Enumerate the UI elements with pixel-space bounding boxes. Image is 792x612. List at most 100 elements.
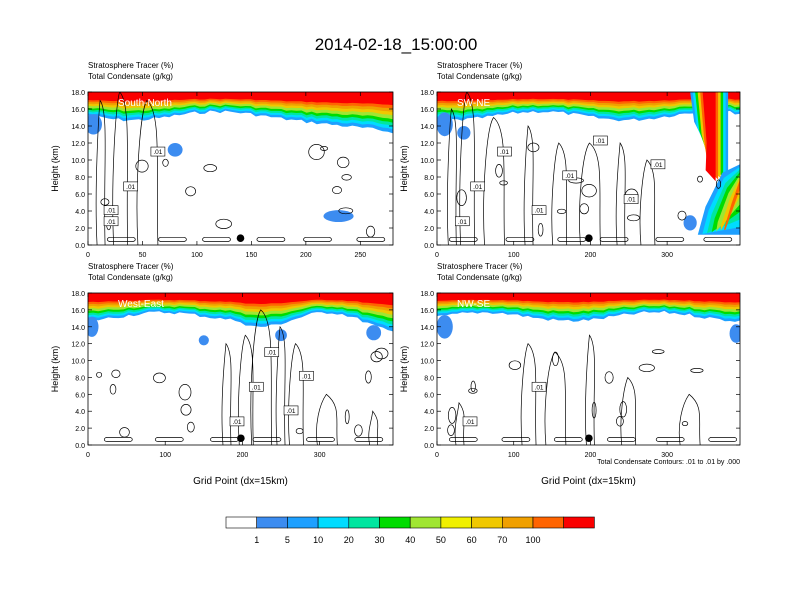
y-axis-label: Height (km) [399, 145, 409, 192]
panel-title-condensate: Total Condensate (g/kg) [88, 72, 173, 81]
colorbar-swatch [409, 516, 442, 529]
y-tick-label: 0.0 [75, 243, 85, 250]
y-tick-label: 18.0 [420, 90, 434, 97]
contour-label: .01 [565, 173, 574, 180]
tracer-patch [683, 215, 697, 231]
tracer-tongue [723, 179, 740, 230]
contour-label-box [264, 347, 280, 357]
contour-blob [627, 214, 640, 222]
colorbar-swatch [471, 516, 503, 529]
tracer-patch [323, 210, 354, 223]
contour-blob [332, 186, 342, 195]
contour-shallow [158, 236, 187, 242]
colorbar: 1 5 10 20 30 40 50 60 70 100 [225, 516, 595, 545]
panel-title-tracer: Stratosphere Tracer (%) [437, 262, 523, 271]
contour-label-box [229, 416, 245, 427]
y-tick-label: 14.0 [420, 124, 434, 131]
contour-blob [591, 401, 597, 419]
location-marker [237, 434, 245, 443]
contour-line [639, 159, 656, 245]
contour-line [585, 334, 595, 445]
contour-blob [365, 370, 372, 384]
contour-label-box [650, 159, 666, 170]
panel-title-condensate: Total Condensate (g/kg) [437, 273, 522, 282]
y-tick-label: 4.0 [424, 409, 434, 416]
colorbar-swatch [225, 516, 258, 529]
tracer-intrusion [702, 92, 716, 182]
contour-blob [370, 351, 383, 363]
colorbar-swatch [287, 516, 319, 529]
x-tick-label: 200 [300, 252, 312, 259]
x-tick-label: 250 [354, 252, 366, 259]
contour-label: .01 [267, 350, 276, 357]
y-tick-label: 12.0 [71, 141, 85, 148]
y-tick-label: 2.0 [424, 226, 434, 233]
contour-label: .01 [232, 419, 241, 426]
contour-line [112, 92, 129, 245]
contour-line [454, 401, 465, 445]
contour-label: .01 [596, 138, 605, 145]
contour-label: .01 [458, 219, 467, 226]
contour-blob [338, 207, 354, 215]
location-marker [236, 234, 245, 242]
contour-label: .01 [107, 219, 116, 226]
condensate-contours [95, 92, 386, 245]
contour-label: .01 [252, 384, 261, 391]
y-tick-label: 6.0 [424, 392, 434, 399]
y-tick-label: 0.0 [424, 443, 434, 450]
y-tick-label: 14.0 [71, 124, 85, 131]
contour-blob [344, 409, 350, 425]
contour-blob [337, 156, 350, 169]
colorbar-label: 20 [344, 535, 354, 545]
contour-shallow [599, 236, 629, 242]
panel-west-east: Stratosphere Tracer (%) Total Condensate … [50, 262, 394, 487]
contour-blob [96, 371, 103, 378]
contour-line [447, 108, 457, 245]
contour-shallow [501, 437, 531, 442]
y-tick-label: 2.0 [424, 426, 434, 433]
y-axis-label: Height (km) [50, 346, 60, 393]
contour-blob [638, 363, 655, 373]
contour-label-box [623, 194, 639, 204]
colorbar-label: 70 [497, 535, 507, 545]
contour-label-box [283, 405, 299, 416]
contour-label: .01 [465, 419, 474, 426]
contour-blob [354, 424, 363, 437]
contour-label-box [103, 216, 119, 227]
y-axis-label: Height (km) [50, 145, 60, 192]
plot-area: .01 .01 NW-SE [437, 293, 740, 445]
contour-label: .01 [287, 408, 296, 415]
contour-label: .01 [627, 197, 636, 204]
contour-shallow [655, 236, 685, 242]
colorbar-label: 60 [467, 535, 477, 545]
x-axis-label: Grid Point (dx=15km) [541, 476, 636, 487]
tracer-patch [167, 143, 183, 157]
x-axis-label: Grid Point (dx=15km) [193, 476, 288, 487]
contour-label-box [497, 146, 512, 157]
contour-blob [508, 360, 522, 370]
contour-line [221, 342, 232, 445]
panel-title-condensate: Total Condensate (g/kg) [88, 273, 173, 282]
contour-label-box [248, 381, 264, 392]
y-tick-label: 18.0 [71, 90, 85, 97]
contour-blob [581, 184, 597, 198]
plot-frame [87, 292, 394, 446]
panel-title-tracer: Stratosphere Tracer (%) [88, 61, 174, 70]
contour-blob [697, 175, 703, 183]
y-tick-label: 14.0 [71, 325, 85, 332]
contour-shallow [708, 437, 738, 442]
y-tick-label: 14.0 [420, 325, 434, 332]
y-tick-label: 16.0 [420, 308, 434, 315]
y-tick-label: 16.0 [420, 107, 434, 114]
x-tick-label: 200 [237, 452, 249, 459]
contour-blob [604, 371, 614, 384]
y-tick-label: 10.0 [420, 158, 434, 165]
condensate-contours [447, 334, 738, 445]
y-tick-label: 12.0 [71, 342, 85, 349]
contour-label-box [455, 216, 470, 227]
contour-blob [495, 164, 503, 178]
panel-nw-se: Stratosphere Tracer (%) Total Condensate … [399, 262, 741, 487]
contour-label: .01 [302, 373, 311, 380]
location-marker [585, 234, 593, 242]
